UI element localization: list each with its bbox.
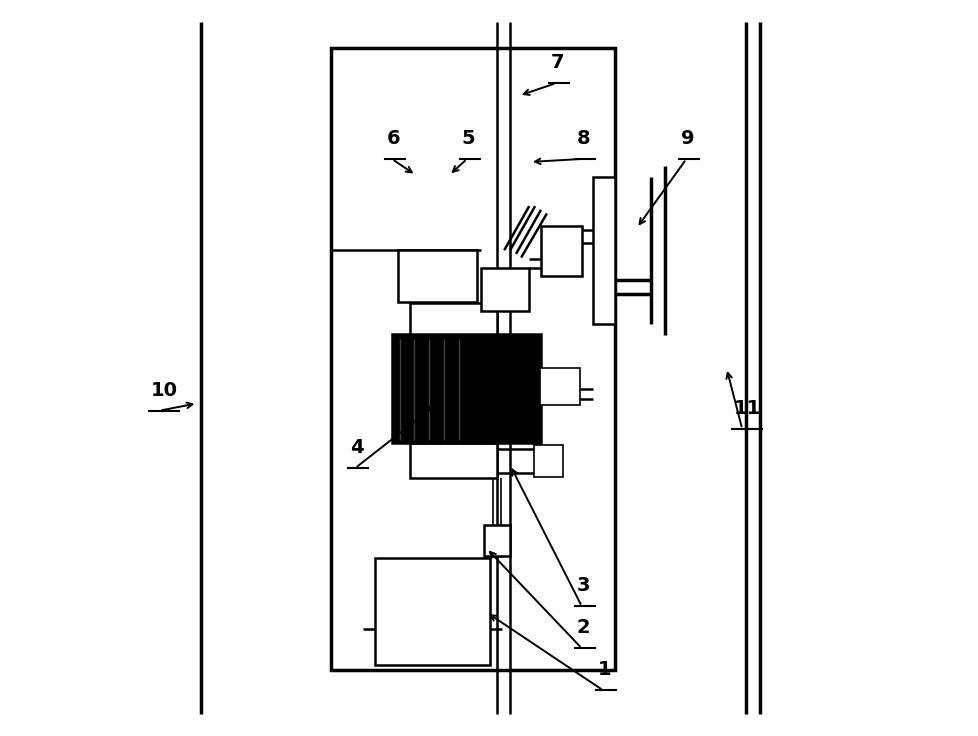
Bar bbox=[480, 268, 528, 311]
Text: 2: 2 bbox=[576, 618, 590, 637]
Bar bbox=[539, 368, 579, 405]
Bar bbox=[592, 177, 614, 324]
Text: 8: 8 bbox=[576, 129, 590, 148]
Text: 6: 6 bbox=[386, 129, 400, 148]
Bar bbox=[375, 558, 489, 665]
Bar bbox=[480, 334, 541, 443]
Bar bbox=[410, 303, 497, 334]
Bar bbox=[397, 250, 476, 302]
Bar bbox=[392, 334, 480, 443]
Bar bbox=[331, 48, 614, 670]
Text: 5: 5 bbox=[461, 129, 474, 148]
Text: 11: 11 bbox=[734, 399, 760, 418]
Bar bbox=[541, 226, 581, 276]
Bar bbox=[484, 525, 510, 556]
Text: 3: 3 bbox=[576, 576, 590, 595]
Bar bbox=[533, 445, 562, 477]
Text: 7: 7 bbox=[550, 53, 563, 72]
Text: 1: 1 bbox=[598, 660, 610, 679]
Text: 10: 10 bbox=[151, 381, 178, 400]
Text: 4: 4 bbox=[349, 438, 363, 457]
Bar bbox=[410, 443, 497, 478]
Text: 9: 9 bbox=[680, 129, 693, 148]
